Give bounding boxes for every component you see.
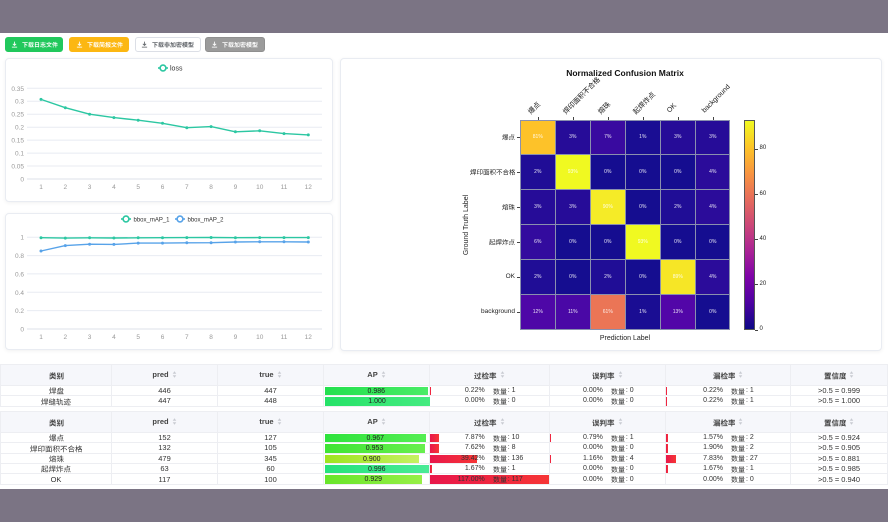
svg-text:loss: loss bbox=[170, 66, 183, 73]
svg-text:0: 0 bbox=[20, 177, 24, 184]
svg-text:0.25: 0.25 bbox=[11, 112, 24, 119]
svg-text:11: 11 bbox=[281, 334, 288, 341]
svg-text:8: 8 bbox=[209, 184, 213, 191]
svg-text:6: 6 bbox=[161, 184, 165, 191]
svg-text:0.05: 0.05 bbox=[11, 164, 24, 171]
svg-text:10: 10 bbox=[256, 184, 264, 191]
svg-text:0.1: 0.1 bbox=[15, 151, 24, 158]
svg-text:1: 1 bbox=[39, 334, 43, 341]
svg-text:bbox_mAP_1: bbox_mAP_1 bbox=[134, 218, 171, 224]
svg-text:1: 1 bbox=[20, 235, 24, 242]
svg-text:4: 4 bbox=[112, 184, 116, 191]
svg-text:0.4: 0.4 bbox=[15, 290, 24, 297]
svg-text:12: 12 bbox=[305, 184, 313, 191]
svg-text:3: 3 bbox=[88, 184, 92, 191]
svg-text:1: 1 bbox=[39, 184, 43, 191]
svg-text:12: 12 bbox=[305, 334, 313, 341]
svg-text:0.8: 0.8 bbox=[15, 253, 24, 260]
svg-text:0.2: 0.2 bbox=[15, 308, 24, 315]
svg-text:6: 6 bbox=[161, 334, 165, 341]
svg-text:9: 9 bbox=[234, 184, 238, 191]
svg-text:10: 10 bbox=[256, 334, 264, 341]
svg-text:3: 3 bbox=[88, 334, 92, 341]
svg-text:0.35: 0.35 bbox=[11, 86, 24, 93]
svg-text:0.3: 0.3 bbox=[15, 99, 24, 106]
svg-text:5: 5 bbox=[136, 334, 140, 341]
svg-text:9: 9 bbox=[234, 334, 238, 341]
svg-text:7: 7 bbox=[185, 334, 189, 341]
svg-text:bbox_mAP_2: bbox_mAP_2 bbox=[188, 218, 225, 224]
svg-text:8: 8 bbox=[209, 334, 213, 341]
svg-text:0.6: 0.6 bbox=[15, 271, 24, 278]
svg-text:0.2: 0.2 bbox=[15, 125, 24, 132]
svg-text:11: 11 bbox=[281, 184, 288, 191]
svg-text:2: 2 bbox=[63, 334, 67, 341]
svg-text:4: 4 bbox=[112, 334, 116, 341]
svg-text:7: 7 bbox=[185, 184, 189, 191]
svg-text:0.15: 0.15 bbox=[11, 138, 24, 145]
svg-text:5: 5 bbox=[136, 184, 140, 191]
svg-text:2: 2 bbox=[63, 184, 67, 191]
svg-text:0: 0 bbox=[20, 327, 24, 334]
